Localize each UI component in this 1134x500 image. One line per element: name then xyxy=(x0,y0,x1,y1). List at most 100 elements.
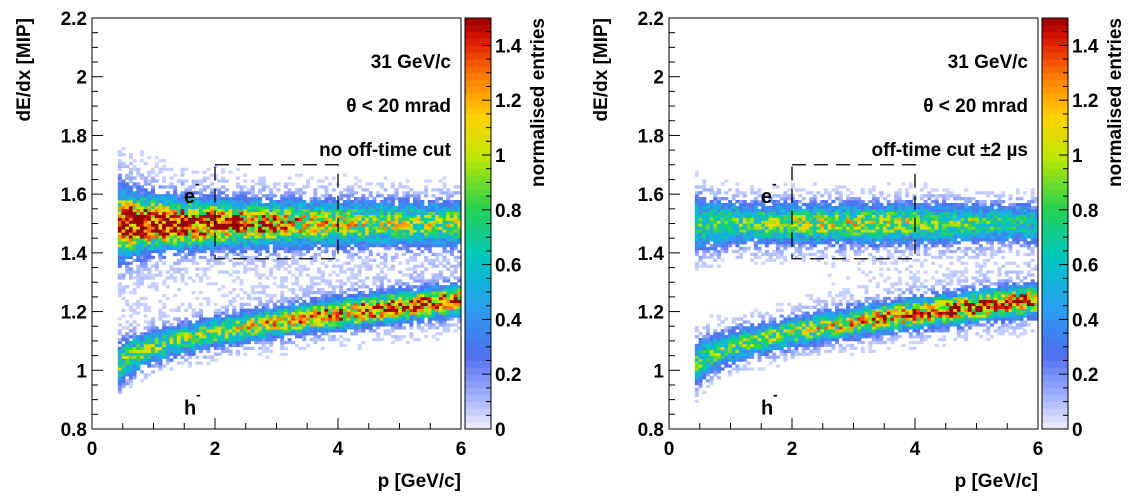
histogram-cell xyxy=(702,244,706,247)
histogram-cell xyxy=(343,232,347,235)
histogram-cell xyxy=(324,294,328,297)
histogram-cell xyxy=(299,226,303,229)
y-tick-label: 2.2 xyxy=(61,9,87,30)
histogram-cell xyxy=(243,329,247,332)
histogram-cell xyxy=(439,215,443,218)
histogram-cell xyxy=(225,238,229,241)
colorbar-tick-label: 1.4 xyxy=(495,36,522,57)
histogram-cell xyxy=(155,273,159,276)
histogram-cell xyxy=(380,226,384,229)
histogram-cell xyxy=(717,209,721,212)
histogram-cell xyxy=(151,244,155,247)
histogram-cell xyxy=(384,300,388,303)
histogram-cell xyxy=(173,226,177,229)
histogram-cell xyxy=(413,306,417,309)
histogram-cell xyxy=(391,182,395,185)
histogram-cell xyxy=(122,188,126,191)
histogram-cell xyxy=(195,218,199,221)
histogram-cell xyxy=(420,244,424,247)
histogram-cell xyxy=(133,291,137,294)
histogram-cell xyxy=(210,326,214,329)
histogram-cell xyxy=(158,185,162,188)
histogram-cell xyxy=(302,332,306,335)
histogram-cell xyxy=(328,229,332,232)
histogram-cell xyxy=(236,238,240,241)
histogram-cell xyxy=(365,229,369,232)
histogram-cell xyxy=(699,370,703,373)
histogram-cell xyxy=(162,338,166,341)
histogram-cell xyxy=(288,326,292,329)
histogram-cell xyxy=(173,332,177,335)
histogram-cell xyxy=(361,259,365,262)
histogram-cell xyxy=(431,224,435,227)
histogram-cell xyxy=(251,297,255,300)
histogram-cell xyxy=(339,317,343,320)
histogram-cell xyxy=(229,229,233,232)
histogram-cell xyxy=(232,344,236,347)
histogram-cell xyxy=(443,209,447,212)
histogram-cell xyxy=(199,235,203,238)
histogram-cell xyxy=(328,282,332,285)
histogram-cell xyxy=(706,265,710,268)
histogram-cell xyxy=(122,235,126,238)
histogram-cell xyxy=(402,244,406,247)
histogram-cell xyxy=(391,229,395,232)
histogram-cell xyxy=(269,191,273,194)
histogram-cell xyxy=(413,226,417,229)
histogram-cell xyxy=(372,218,376,221)
histogram-cell xyxy=(420,229,424,232)
histogram-cell xyxy=(713,232,717,235)
histogram-cell xyxy=(210,215,214,218)
histogram-cell xyxy=(717,347,721,350)
histogram-cell xyxy=(133,200,137,203)
histogram-cell xyxy=(184,335,188,338)
histogram-cell xyxy=(395,206,399,209)
histogram-cell xyxy=(332,253,336,256)
histogram-cell xyxy=(232,338,236,341)
histogram-cell xyxy=(735,200,739,203)
histogram-cell xyxy=(129,315,133,318)
histogram-cell xyxy=(717,350,721,353)
histogram-cell xyxy=(332,235,336,238)
histogram-cell xyxy=(324,297,328,300)
histogram-cell xyxy=(354,241,358,244)
histogram-cell xyxy=(347,244,351,247)
histogram-cell xyxy=(258,215,262,218)
histogram-cell xyxy=(395,188,399,191)
histogram-cell xyxy=(125,370,129,373)
histogram-cell xyxy=(717,232,721,235)
histogram-cell xyxy=(358,306,362,309)
histogram-cell xyxy=(251,268,255,271)
histogram-cell xyxy=(372,297,376,300)
histogram-cell xyxy=(295,200,299,203)
histogram-cell xyxy=(214,226,218,229)
histogram-cell xyxy=(713,206,717,209)
histogram-cell xyxy=(728,188,732,191)
histogram-cell xyxy=(706,212,710,215)
histogram-cell xyxy=(169,344,173,347)
histogram-cell xyxy=(387,306,391,309)
histogram-cell xyxy=(358,315,362,318)
histogram-cell xyxy=(332,224,336,227)
histogram-cell xyxy=(277,221,281,224)
histogram-cell xyxy=(262,203,266,206)
histogram-cell xyxy=(424,279,428,282)
histogram-cell xyxy=(450,323,454,326)
histogram-cell xyxy=(728,326,732,329)
histogram-cell xyxy=(181,279,185,282)
histogram-cell xyxy=(350,297,354,300)
histogram-cell xyxy=(162,244,166,247)
histogram-cell xyxy=(424,297,428,300)
y-tick-label: 2 xyxy=(76,68,87,89)
histogram-cell xyxy=(713,356,717,359)
colorbar-segment xyxy=(465,134,491,141)
histogram-cell xyxy=(313,259,317,262)
histogram-cell xyxy=(158,344,162,347)
histogram-cell xyxy=(695,191,699,194)
histogram-cell xyxy=(232,215,236,218)
histogram-cell xyxy=(699,209,703,212)
histogram-cell xyxy=(288,238,292,241)
histogram-cell xyxy=(236,209,240,212)
histogram-cell xyxy=(406,197,410,200)
histogram-cell xyxy=(147,373,151,376)
